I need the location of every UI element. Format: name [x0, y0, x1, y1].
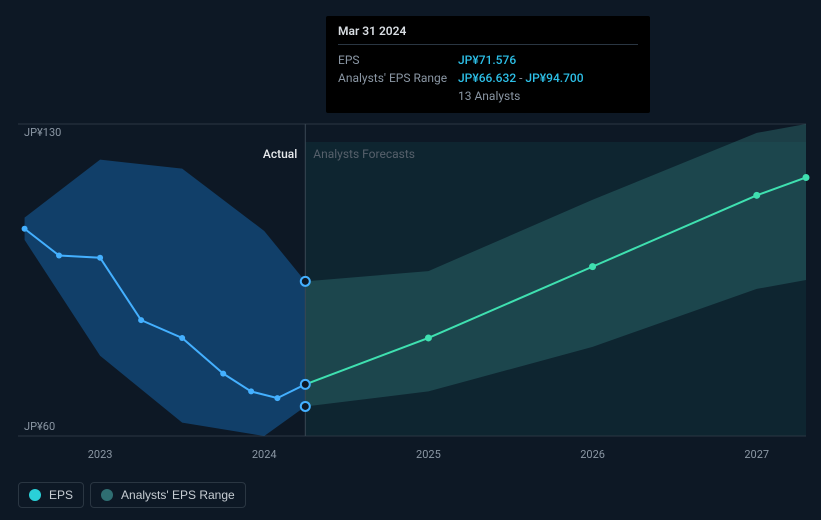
tooltip-row-value: JP¥66.632 - JP¥94.700 — [458, 71, 638, 85]
tooltip-row-label: Analysts' EPS Range — [338, 71, 458, 85]
tooltip-row: Analysts' EPS RangeJP¥66.632 - JP¥94.700 — [338, 69, 638, 87]
eps-point[interactable] — [138, 317, 144, 323]
x-axis-label: 2023 — [88, 448, 113, 461]
y-axis-label: JP¥60 — [24, 420, 55, 433]
tooltip-date: Mar 31 2024 — [338, 24, 638, 45]
legend-item[interactable]: Analysts' EPS Range — [90, 482, 246, 508]
legend-label: EPS — [49, 488, 73, 502]
eps-point[interactable] — [56, 252, 62, 258]
x-axis-label: 2027 — [744, 448, 769, 461]
section-label-forecast: Analysts Forecasts — [313, 147, 415, 161]
y-axis-label: JP¥130 — [24, 126, 61, 139]
eps-point[interactable] — [179, 335, 185, 341]
eps-point[interactable] — [248, 388, 254, 394]
eps-forecast-point[interactable] — [803, 174, 810, 181]
x-axis-label: 2026 — [580, 448, 605, 461]
legend-label: Analysts' EPS Range — [121, 488, 235, 502]
legend-item[interactable]: EPS — [18, 482, 84, 508]
legend-swatch-icon — [29, 489, 41, 501]
tooltip-row-value: 13 Analysts — [458, 89, 638, 103]
eps-forecast-point[interactable] — [753, 192, 760, 199]
chart-legend: EPS Analysts' EPS Range — [18, 482, 246, 508]
eps-forecast-point[interactable] — [425, 334, 432, 341]
tooltip-row: 13 Analysts — [338, 87, 638, 105]
eps-point[interactable] — [220, 371, 226, 377]
tooltip-row: EPSJP¥71.576 — [338, 51, 638, 69]
x-axis-label: 2025 — [416, 448, 441, 461]
tooltip-row-label — [338, 89, 458, 103]
section-label-actual: Actual — [263, 147, 297, 161]
chart-tooltip: Mar 31 2024 EPSJP¥71.576Analysts' EPS Ra… — [326, 16, 650, 113]
eps-forecast-chart: JP¥130 JP¥60 2023 2024 2025 2026 2027 Actual Ana… — [0, 0, 821, 520]
tooltip-row-label: EPS — [338, 53, 458, 67]
eps-point[interactable] — [22, 226, 28, 232]
highlight-marker — [301, 277, 310, 286]
eps-point[interactable] — [274, 395, 280, 401]
eps-forecast-point[interactable] — [589, 263, 596, 270]
highlight-marker — [301, 380, 310, 389]
tooltip-row-value: JP¥71.576 — [458, 53, 638, 67]
highlight-marker — [301, 402, 310, 411]
eps-point[interactable] — [97, 255, 103, 261]
x-axis-label: 2024 — [252, 448, 277, 461]
legend-swatch-icon — [101, 489, 113, 501]
